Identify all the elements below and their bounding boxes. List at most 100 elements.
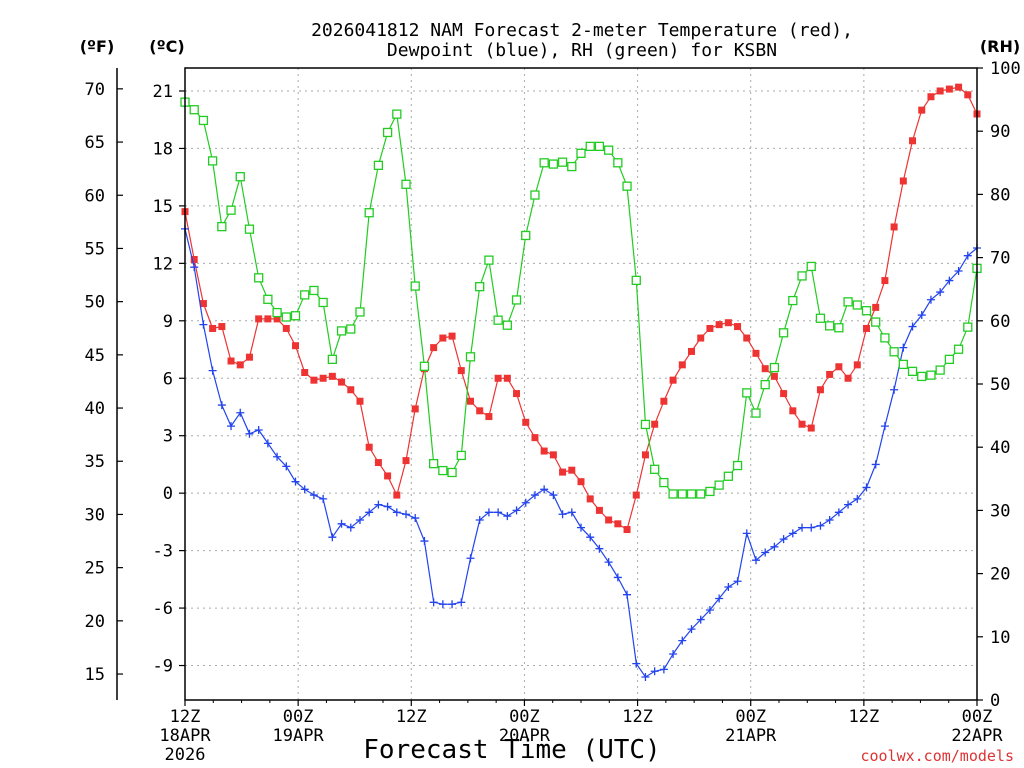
dewpoint-point xyxy=(236,408,245,417)
temperature-point xyxy=(632,491,640,499)
dewpoint-point xyxy=(466,554,475,563)
fahrenheit-tick-label: 20 xyxy=(85,612,105,632)
fahrenheit-tick-label: 50 xyxy=(85,293,105,313)
rh-point xyxy=(585,141,595,152)
dewpoint-point xyxy=(282,462,291,471)
rh-point xyxy=(677,489,687,499)
temperature-point xyxy=(872,303,880,311)
dewpoint-point xyxy=(604,558,613,567)
dewpoint-point xyxy=(917,311,926,320)
temperature-point xyxy=(218,323,226,331)
dewpoint-point xyxy=(273,452,282,461)
rh-point xyxy=(346,324,356,334)
rh-point xyxy=(429,458,439,469)
temperature-point xyxy=(669,376,677,384)
dewpoint-point xyxy=(291,477,300,486)
temperature-point xyxy=(356,397,364,405)
dewpoint-point xyxy=(926,295,935,304)
temperature-point xyxy=(862,324,870,332)
rh-point xyxy=(659,477,669,488)
temperature-point xyxy=(586,495,594,503)
temperature-point xyxy=(697,334,705,342)
temperature-point xyxy=(466,397,474,405)
dewpoint-point xyxy=(227,422,236,431)
rh-point xyxy=(401,179,411,189)
fahrenheit-tick-label: 65 xyxy=(85,133,105,153)
rh-point xyxy=(410,281,420,291)
rh-point xyxy=(825,321,835,331)
dewpoint-point xyxy=(540,485,549,494)
rh-point xyxy=(742,388,752,398)
dewpoint-point xyxy=(825,515,834,524)
dewpoint-point xyxy=(365,508,374,517)
celsius-tick-label: -3 xyxy=(153,542,173,562)
rh-point xyxy=(769,362,780,373)
dewpoint-point xyxy=(880,422,889,431)
rh-point xyxy=(198,115,209,126)
temperature-point xyxy=(319,374,327,382)
dewpoint-point xyxy=(309,491,318,500)
time-tick-label-date: 19APR xyxy=(273,726,325,746)
rh-point xyxy=(723,471,733,481)
dewpoint-point xyxy=(798,523,807,532)
temperature-point xyxy=(338,378,346,386)
rh-tick-label: 20 xyxy=(990,565,1010,585)
rh-point xyxy=(963,322,973,332)
time-tick-label-date: 18APR xyxy=(159,726,211,746)
rh-point xyxy=(373,160,384,170)
temperature-point xyxy=(641,451,649,459)
rh-point xyxy=(475,282,485,292)
dewpoint-point xyxy=(632,659,641,668)
temperature-point xyxy=(273,315,281,323)
rh-point xyxy=(254,273,264,283)
rh-point xyxy=(521,230,531,241)
dewpoint-point xyxy=(761,548,770,557)
rh-point xyxy=(364,208,374,218)
temperature-point xyxy=(559,468,567,476)
dewpoint-point xyxy=(300,485,309,494)
dewpoint-point xyxy=(724,583,733,592)
time-tick-label-hour: 00Z xyxy=(735,707,766,727)
temperature-point xyxy=(595,506,603,514)
dewpoint-point xyxy=(751,556,760,565)
rh-point xyxy=(834,323,844,333)
rh-tick-label: 70 xyxy=(990,249,1010,269)
temperature-point xyxy=(255,315,263,323)
rh-point xyxy=(926,370,936,380)
dewpoint-point xyxy=(512,506,521,515)
dewpoint-point xyxy=(669,650,678,659)
temperature-point xyxy=(623,526,631,534)
dewpoint-point xyxy=(853,494,862,503)
rh-point xyxy=(889,347,899,357)
rh-tick-label: 0 xyxy=(990,691,1000,711)
dewpoint-point xyxy=(807,523,816,532)
rh-tick-label: 50 xyxy=(990,375,1010,395)
rh-point xyxy=(622,181,632,191)
grid-lines xyxy=(185,68,977,700)
celsius-tick-label: 9 xyxy=(163,312,173,332)
celsius-axis: 21 18 15 12 9 6 3 0 -3 -6 -9 xyxy=(153,82,185,677)
dewpoint-point xyxy=(715,594,724,603)
rh-point xyxy=(613,158,623,168)
temperature-point xyxy=(568,466,576,474)
chart-title-line2: Dewpoint (blue), RH (green) for KSBN xyxy=(387,40,777,61)
temperature-point xyxy=(816,386,824,394)
temperature-point xyxy=(734,323,742,331)
time-tick-label-hour: 12Z xyxy=(170,707,201,727)
celsius-tick-label: 3 xyxy=(163,427,173,447)
dewpoint-point xyxy=(936,288,945,297)
dewpoint-point xyxy=(190,263,199,272)
rh-point xyxy=(392,109,402,119)
time-tick-label-hour: 12Z xyxy=(622,707,653,727)
dewpoint-point xyxy=(696,615,705,624)
dewpoint-point xyxy=(530,491,539,500)
chart-title-line1: 2026041812 NAM Forecast 2-meter Temperat… xyxy=(311,20,853,41)
dewpoint-point xyxy=(613,573,622,582)
rh-point xyxy=(226,205,236,215)
dewpoint-point xyxy=(254,425,263,434)
dewpoint-point xyxy=(650,667,659,676)
rh-point xyxy=(576,148,586,158)
